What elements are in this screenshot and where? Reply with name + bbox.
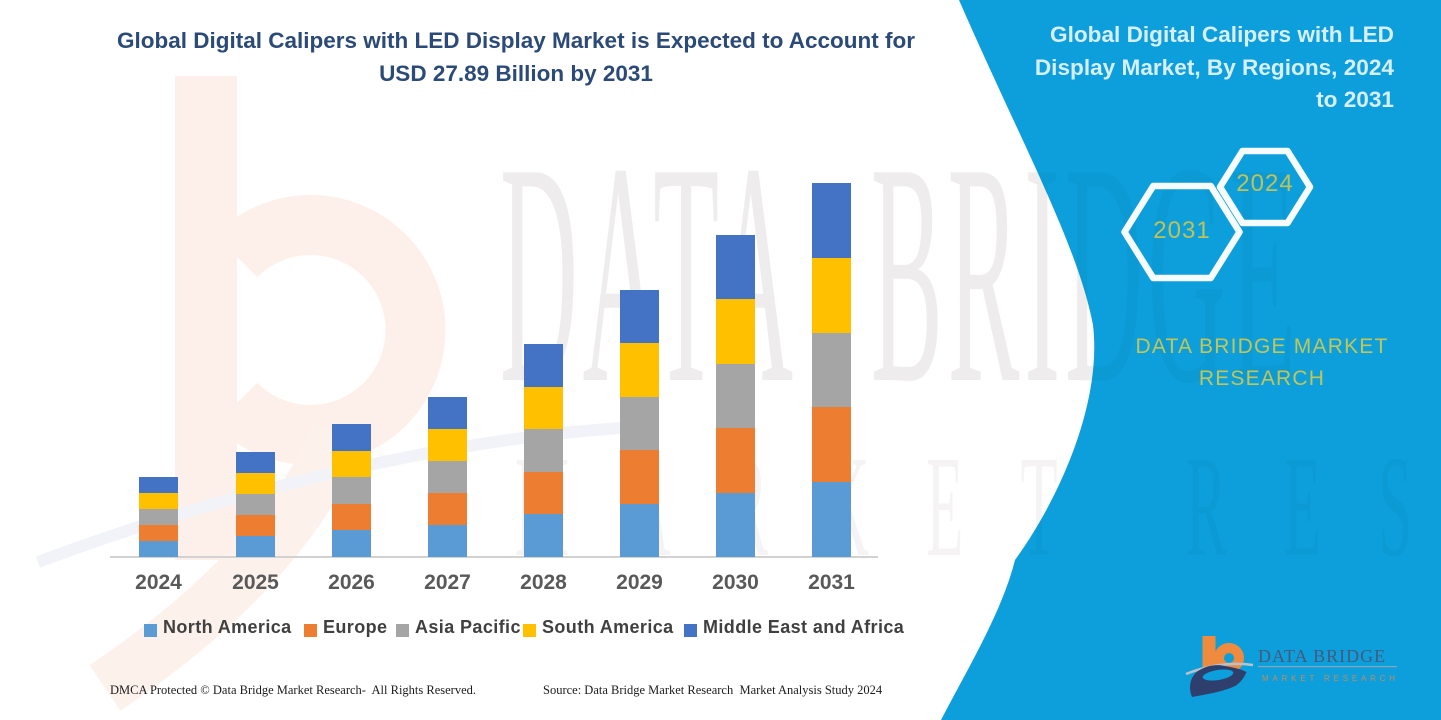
- svg-text:MARKET RESEARCH: MARKET RESEARCH: [515, 427, 1441, 587]
- svg-text:DATA: DATA: [500, 99, 798, 450]
- svg-text:BRIDGE: BRIDGE: [871, 99, 1301, 450]
- svg-text:DATA BRIDGE: DATA BRIDGE: [1258, 646, 1386, 666]
- svg-text:MARKET RESEARCH: MARKET RESEARCH: [1262, 674, 1399, 683]
